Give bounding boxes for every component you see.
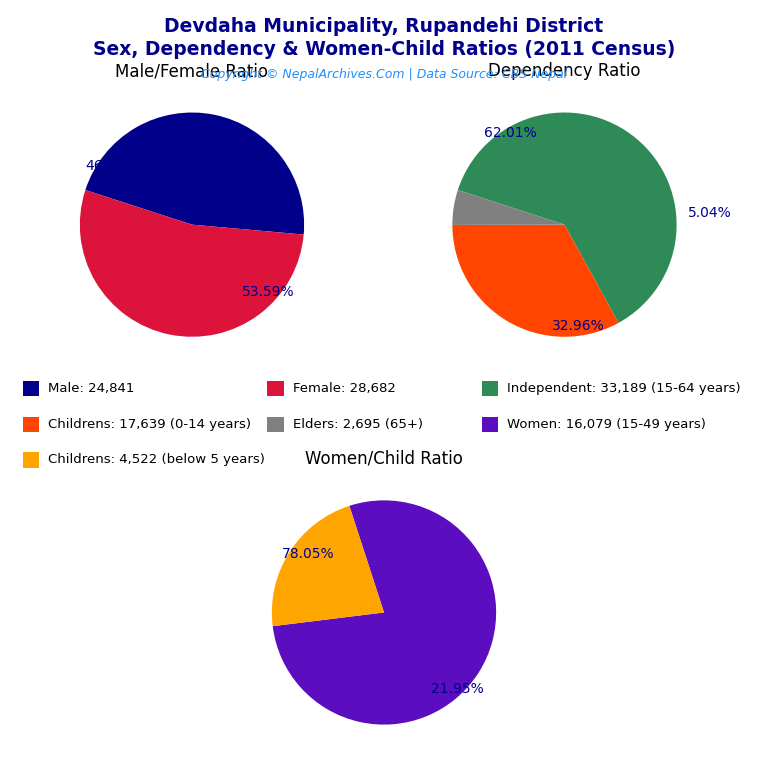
Text: Women: 16,079 (15-49 years): Women: 16,079 (15-49 years) — [508, 418, 707, 431]
Text: Sex, Dependency & Women-Child Ratios (2011 Census): Sex, Dependency & Women-Child Ratios (20… — [93, 40, 675, 59]
Text: Elders: 2,695 (65+): Elders: 2,695 (65+) — [293, 418, 423, 431]
Text: Female: 28,682: Female: 28,682 — [293, 382, 396, 396]
Text: Male: 24,841: Male: 24,841 — [48, 382, 134, 396]
Bar — [23, 452, 39, 468]
Wedge shape — [452, 190, 564, 225]
Title: Women/Child Ratio: Women/Child Ratio — [305, 450, 463, 468]
Bar — [267, 381, 284, 396]
Text: 21.95%: 21.95% — [431, 682, 483, 696]
Text: 5.04%: 5.04% — [688, 207, 732, 220]
Title: Dependency Ratio: Dependency Ratio — [488, 62, 641, 80]
Bar — [267, 416, 284, 432]
Text: Devdaha Municipality, Rupandehi District: Devdaha Municipality, Rupandehi District — [164, 17, 604, 36]
Text: Childrens: 4,522 (below 5 years): Childrens: 4,522 (below 5 years) — [48, 453, 265, 466]
Title: Male/Female Ratio: Male/Female Ratio — [115, 62, 269, 80]
Text: 46.41%: 46.41% — [85, 159, 137, 174]
Bar — [482, 381, 498, 396]
Wedge shape — [85, 113, 304, 234]
Wedge shape — [458, 113, 677, 323]
Text: Independent: 33,189 (15-64 years): Independent: 33,189 (15-64 years) — [508, 382, 741, 396]
Bar — [23, 416, 39, 432]
Wedge shape — [452, 224, 618, 336]
Text: 32.96%: 32.96% — [551, 319, 604, 333]
Text: 53.59%: 53.59% — [242, 285, 295, 299]
Wedge shape — [272, 506, 384, 626]
Text: Childrens: 17,639 (0-14 years): Childrens: 17,639 (0-14 years) — [48, 418, 251, 431]
Wedge shape — [80, 190, 303, 336]
Text: 78.05%: 78.05% — [281, 547, 334, 561]
Bar — [23, 381, 39, 396]
Text: Copyright © NepalArchives.Com | Data Source: CBS Nepal: Copyright © NepalArchives.Com | Data Sou… — [201, 68, 567, 81]
Bar — [482, 416, 498, 432]
Wedge shape — [273, 501, 496, 724]
Text: 62.01%: 62.01% — [485, 126, 537, 140]
